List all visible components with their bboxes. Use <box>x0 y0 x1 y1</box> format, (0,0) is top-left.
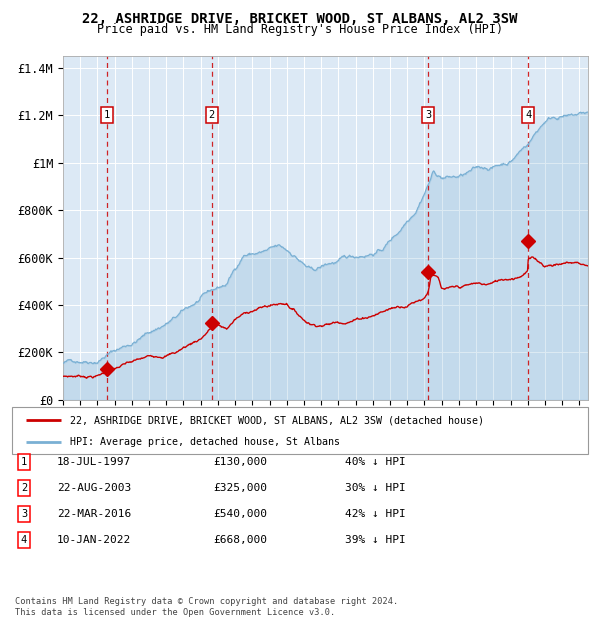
Text: 42% ↓ HPI: 42% ↓ HPI <box>345 509 406 519</box>
Text: 30% ↓ HPI: 30% ↓ HPI <box>345 483 406 493</box>
Text: Price paid vs. HM Land Registry's House Price Index (HPI): Price paid vs. HM Land Registry's House … <box>97 24 503 36</box>
Text: £130,000: £130,000 <box>213 457 267 467</box>
Text: 18-JUL-1997: 18-JUL-1997 <box>57 457 131 467</box>
Text: 1: 1 <box>104 110 110 120</box>
Text: 10-JAN-2022: 10-JAN-2022 <box>57 535 131 545</box>
Text: 40% ↓ HPI: 40% ↓ HPI <box>345 457 406 467</box>
Text: 4: 4 <box>21 535 27 545</box>
Text: £540,000: £540,000 <box>213 509 267 519</box>
Text: 22, ASHRIDGE DRIVE, BRICKET WOOD, ST ALBANS, AL2 3SW (detached house): 22, ASHRIDGE DRIVE, BRICKET WOOD, ST ALB… <box>70 415 484 425</box>
Text: 22, ASHRIDGE DRIVE, BRICKET WOOD, ST ALBANS, AL2 3SW: 22, ASHRIDGE DRIVE, BRICKET WOOD, ST ALB… <box>82 12 518 25</box>
Text: 3: 3 <box>425 110 431 120</box>
Text: £668,000: £668,000 <box>213 535 267 545</box>
Text: 39% ↓ HPI: 39% ↓ HPI <box>345 535 406 545</box>
Text: 22-MAR-2016: 22-MAR-2016 <box>57 509 131 519</box>
Text: 2: 2 <box>209 110 215 120</box>
FancyBboxPatch shape <box>12 407 588 454</box>
Text: Contains HM Land Registry data © Crown copyright and database right 2024.
This d: Contains HM Land Registry data © Crown c… <box>15 598 398 617</box>
Text: HPI: Average price, detached house, St Albans: HPI: Average price, detached house, St A… <box>70 437 340 447</box>
Text: £325,000: £325,000 <box>213 483 267 493</box>
Text: 4: 4 <box>525 110 532 120</box>
Text: 2: 2 <box>21 483 27 493</box>
Text: 22-AUG-2003: 22-AUG-2003 <box>57 483 131 493</box>
Text: 3: 3 <box>21 509 27 519</box>
Text: 1: 1 <box>21 457 27 467</box>
